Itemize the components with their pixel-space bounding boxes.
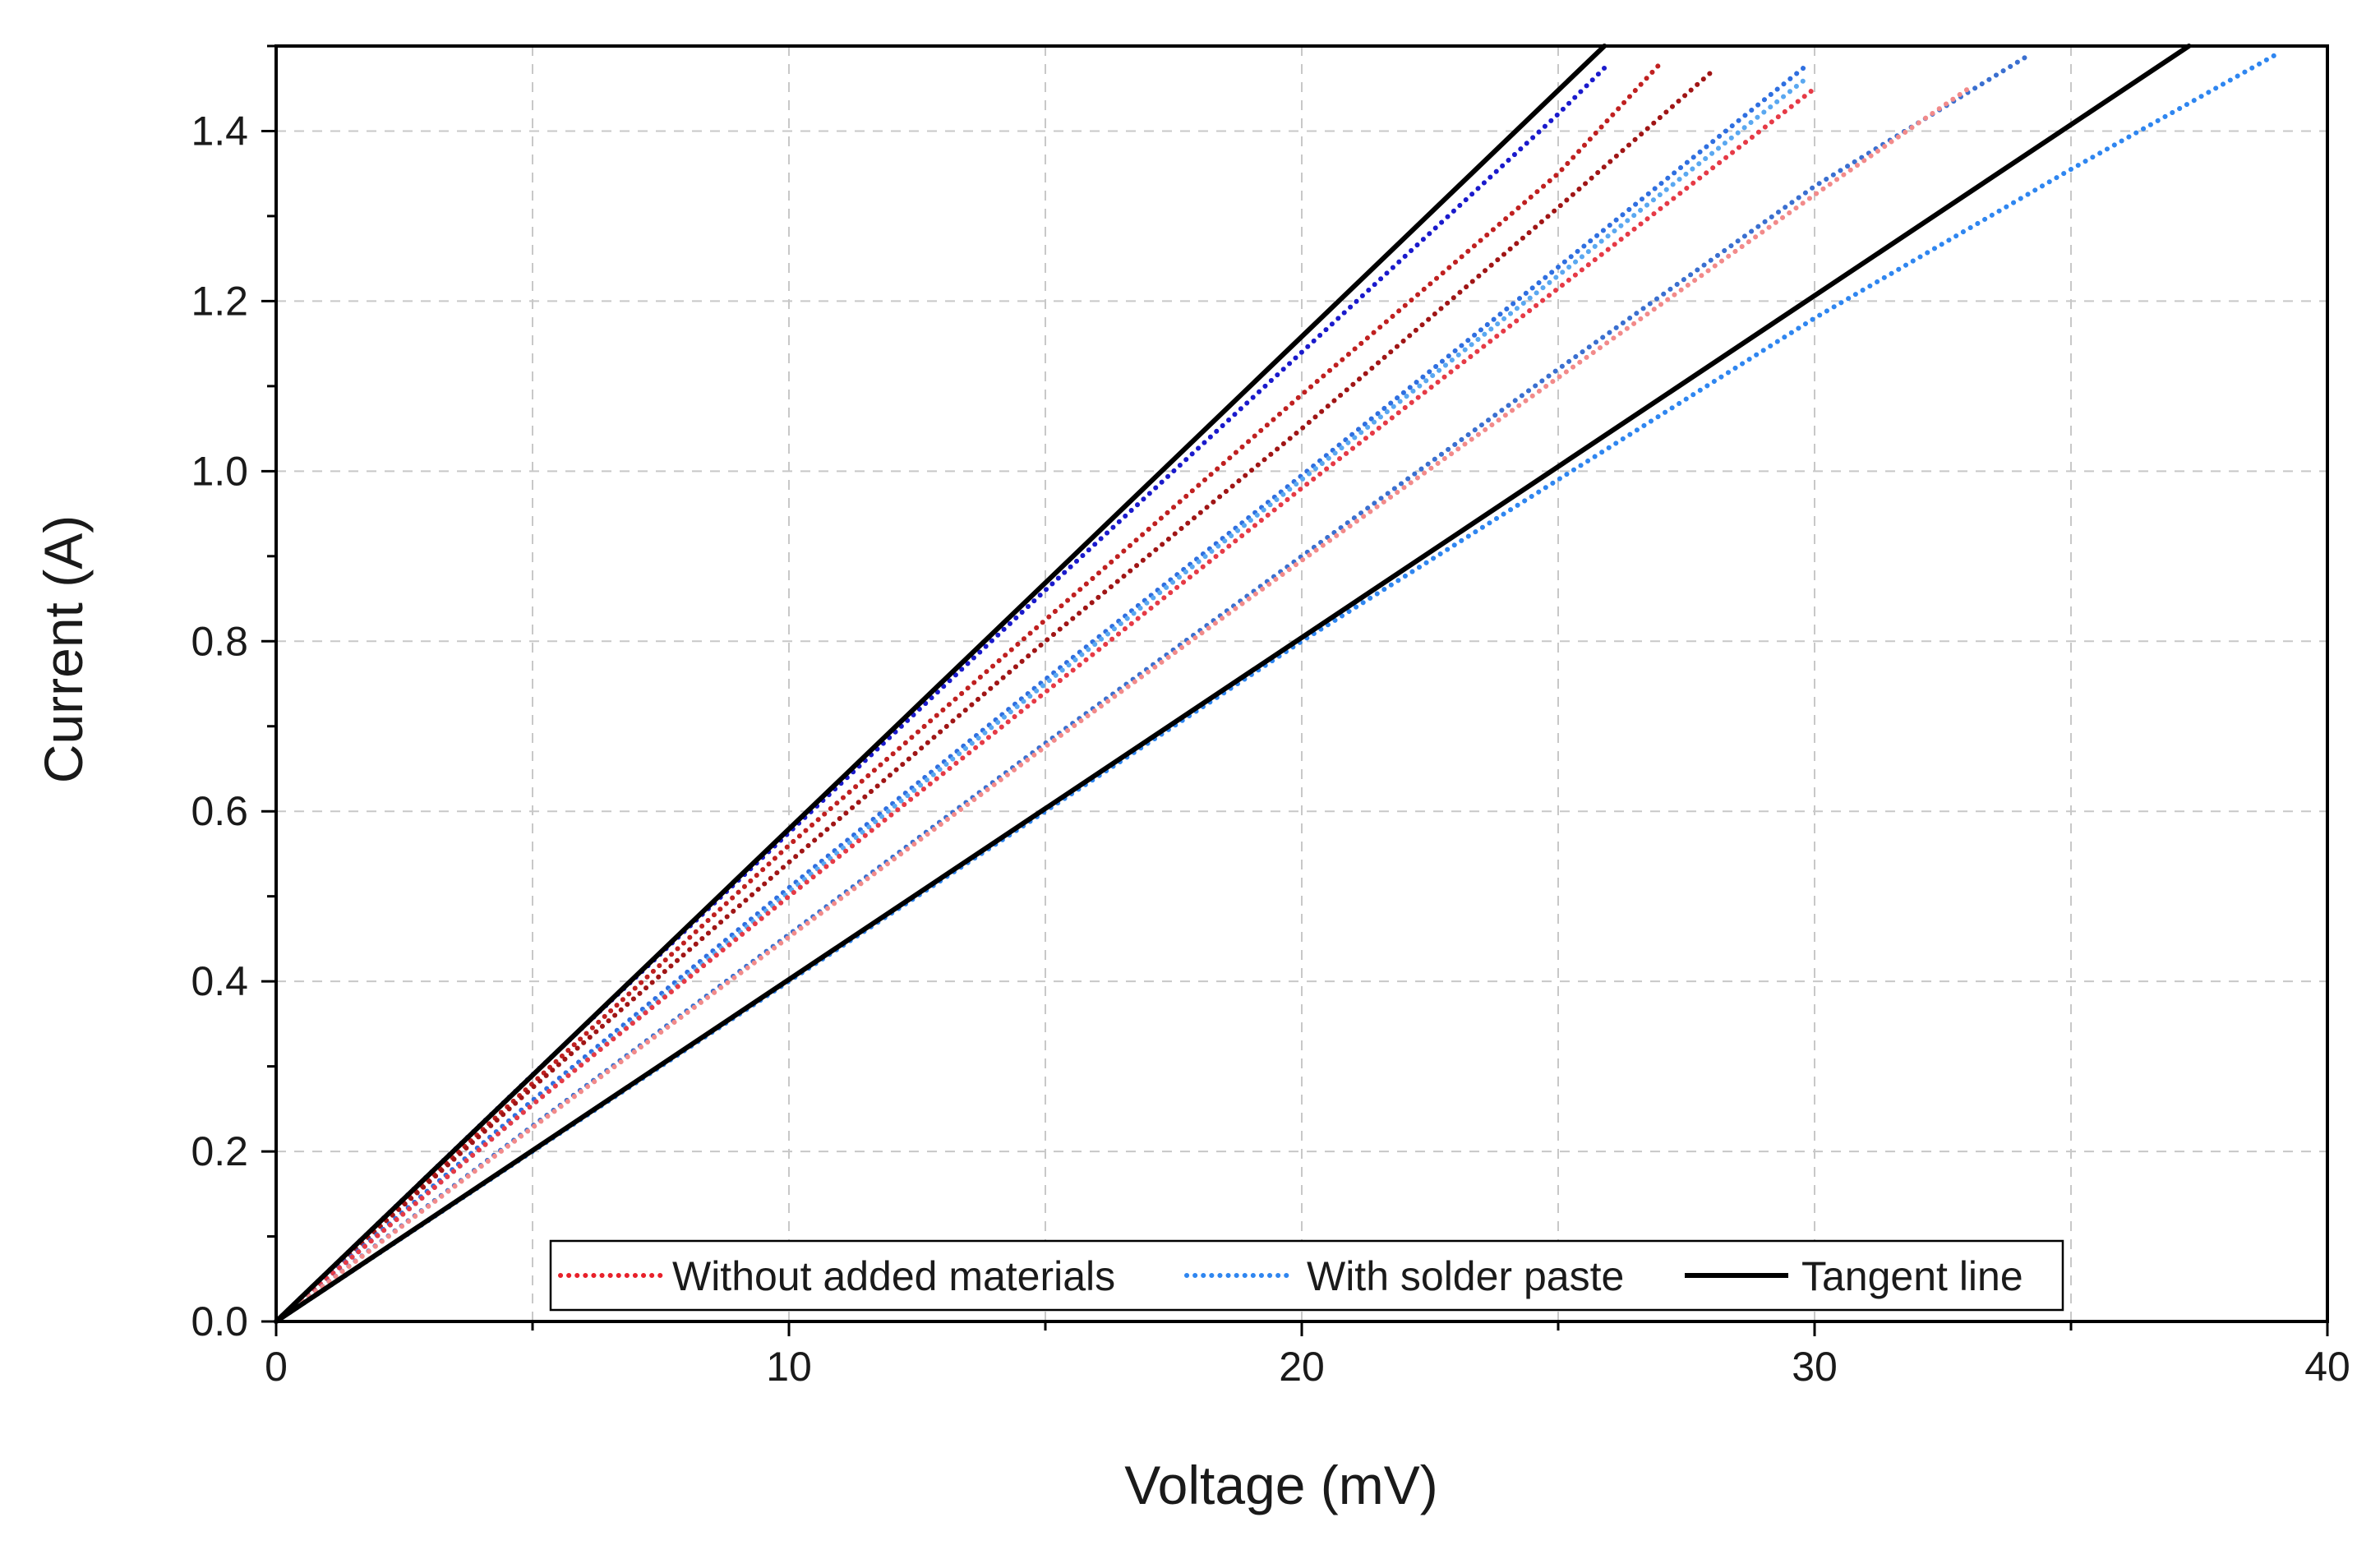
y-tick-labels: 0.0 0.2 0.4 0.6 0.8 1.0 1.2 1.4 xyxy=(191,108,248,1344)
legend: Without added materials With solder past… xyxy=(549,1239,2064,1312)
y-tick-label: 1.2 xyxy=(191,278,248,324)
series-lines xyxy=(274,44,2279,1324)
y-tick-label: 1.4 xyxy=(191,108,248,154)
y-tick-label: 1.0 xyxy=(191,448,248,494)
legend-label-without-materials: Without added materials xyxy=(672,1253,1115,1299)
x-tick-label: 20 xyxy=(1279,1344,1325,1390)
series-with-solder-paste xyxy=(274,64,1807,1324)
series-without-added-materials xyxy=(274,69,1715,1324)
x-tick-label: 30 xyxy=(1792,1344,1838,1390)
y-tick-label: 0.4 xyxy=(191,958,248,1004)
series-with-solder-paste xyxy=(274,77,1807,1324)
y-axis-title: Current (A) xyxy=(33,515,94,783)
x-axis-title: Voltage (mV) xyxy=(1124,1455,1438,1515)
legend-label-solder-paste: With solder paste xyxy=(1307,1253,1624,1299)
series-with-solder-paste xyxy=(274,52,2279,1324)
series-without-added-materials xyxy=(274,85,1817,1324)
series-with-solder-paste xyxy=(274,52,2033,1324)
y-tick-label: 0.0 xyxy=(191,1298,248,1344)
series-without-added-materials xyxy=(274,60,1663,1324)
tangent-line xyxy=(274,44,2192,1324)
y-tick-label: 0.6 xyxy=(191,788,248,834)
tangent-line xyxy=(274,44,1607,1324)
y-tick-label: 0.2 xyxy=(191,1128,248,1174)
x-tick-labels: 0 10 20 30 40 xyxy=(265,1344,2350,1390)
x-tick-label: 0 xyxy=(265,1344,288,1390)
series-without-added-materials xyxy=(274,85,1972,1324)
axis-ticks xyxy=(261,44,2329,1336)
y-tick-label: 0.8 xyxy=(191,618,248,664)
grid-lines xyxy=(276,46,2327,1321)
legend-label-tangent-line: Tangent line xyxy=(1801,1253,2023,1299)
legend-box xyxy=(549,1239,2064,1312)
x-tick-label: 40 xyxy=(2304,1344,2350,1390)
x-tick-label: 10 xyxy=(766,1344,812,1390)
